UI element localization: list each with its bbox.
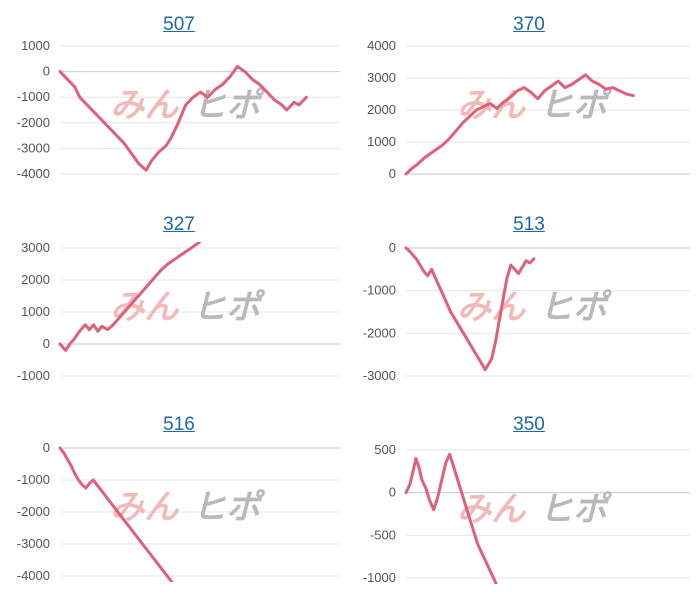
series-line (58, 65, 308, 172)
y-tick-label: 0 (389, 240, 396, 255)
chart-title-link[interactable]: 516 (163, 414, 195, 435)
y-tick-label: -2000 (17, 115, 50, 130)
watermark-logo: みん (110, 287, 179, 327)
y-tick-label: 2000 (367, 102, 396, 117)
series-line (404, 246, 536, 372)
y-tick-label: 3000 (21, 240, 50, 255)
watermark-logo: ヒポ (539, 85, 612, 125)
y-tick-label: -2000 (17, 504, 50, 519)
y-tick-label: 1000 (21, 304, 50, 319)
watermark-logo: みん (457, 287, 526, 327)
y-tick-label: 4000 (367, 38, 396, 53)
chart-panel-350: 500 0 -500 -1000 みん ヒポ 350 (350, 400, 700, 600)
chart-panel-327: 3000 2000 1000 0 -1000 みん ヒポ 327 (0, 200, 350, 400)
y-tick-label: -500 (370, 527, 396, 542)
y-tick-label: 0 (43, 440, 50, 455)
watermark-logo: みん (110, 487, 179, 527)
y-tick-label: -3000 (17, 140, 50, 155)
chart-panel-513: 0 -1000 -2000 -3000 みん ヒポ 513 (350, 200, 700, 400)
watermark-logo: ヒポ (539, 287, 612, 327)
y-tick-label: 0 (389, 166, 396, 181)
chart-svg: 0 -1000 -2000 -3000 -4000 みん ヒポ (17, 440, 340, 583)
series-line (58, 242, 202, 352)
chart-svg: 500 0 -500 -1000 みん ヒポ (363, 442, 690, 585)
series-line (404, 452, 498, 584)
watermark-logo: ヒポ (192, 487, 265, 527)
y-tick-label: 0 (43, 336, 50, 351)
y-tick-label: -2000 (363, 325, 396, 340)
chart-title-link[interactable]: 507 (163, 14, 195, 35)
chart-title-link[interactable]: 513 (513, 214, 545, 235)
y-tick-label: 0 (43, 64, 50, 79)
y-tick-label: -3000 (17, 536, 50, 551)
chart-title-link[interactable]: 370 (513, 14, 545, 35)
chart-panel-507: 1000 0 -1000 -2000 -3000 -4000 みん ヒポ 507 (0, 0, 350, 200)
series-line (404, 73, 635, 176)
watermark-logo: ヒポ (192, 287, 265, 327)
watermark-logo: ヒポ (539, 489, 612, 529)
chart-svg: 1000 0 -1000 -2000 -3000 -4000 みん ヒポ (17, 38, 340, 181)
chart-panel-370: 4000 3000 2000 1000 0 みん ヒポ 370 (350, 0, 700, 200)
watermark-logo: みん (110, 85, 179, 125)
chart-title-link[interactable]: 350 (513, 414, 545, 435)
chart-panel-516: 0 -1000 -2000 -3000 -4000 みん ヒポ 516 (0, 400, 350, 600)
y-tick-label: -4000 (17, 166, 50, 181)
y-tick-label: -1000 (363, 283, 396, 298)
y-tick-label: 1000 (21, 38, 50, 53)
y-tick-label: -3000 (363, 368, 396, 383)
y-tick-label: -1000 (17, 472, 50, 487)
y-tick-label: -4000 (17, 568, 50, 583)
chart-svg: 0 -1000 -2000 -3000 みん ヒポ (363, 240, 690, 383)
watermark-logo: ヒポ (192, 85, 265, 125)
watermark-logo: みん (457, 489, 526, 529)
y-tick-label: 0 (389, 485, 396, 500)
series-line (58, 446, 174, 582)
y-tick-label: -1000 (17, 368, 50, 383)
y-tick-label: 3000 (367, 70, 396, 85)
y-tick-label: -1000 (17, 89, 50, 104)
y-tick-label: 500 (374, 442, 396, 457)
y-tick-label: 1000 (367, 134, 396, 149)
y-tick-label: -1000 (363, 570, 396, 585)
chart-svg: 3000 2000 1000 0 -1000 みん ヒポ (17, 240, 340, 383)
chart-title-link[interactable]: 327 (163, 214, 195, 235)
y-tick-label: 2000 (21, 272, 50, 287)
